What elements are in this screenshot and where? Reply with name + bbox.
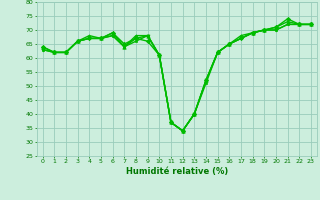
X-axis label: Humidité relative (%): Humidité relative (%) <box>126 167 228 176</box>
